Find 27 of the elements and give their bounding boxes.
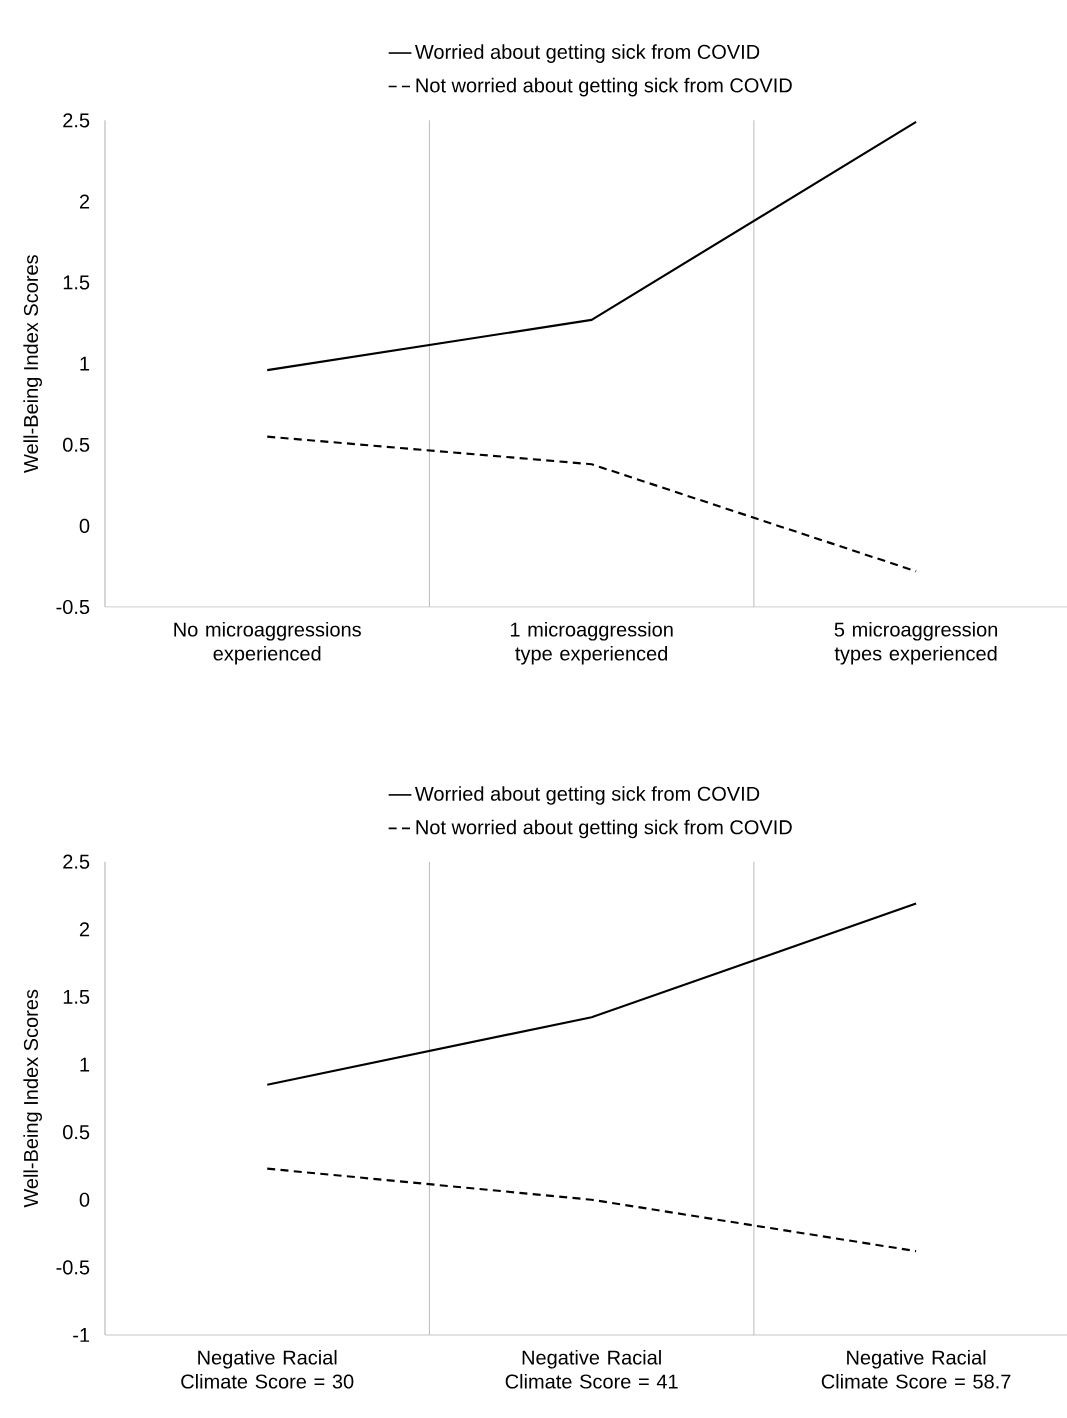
y-tick-label: 0.5 [63,1125,90,1140]
x-tick-label: 1 microaggression type experienced [510,621,673,665]
y-axis-title: Well-Being Index Scores [23,989,42,1208]
y-tick-label: 2.5 [63,113,90,128]
y-tick-label: 1.5 [63,989,90,1004]
x-tick-label: Negative Racial Climate Score = 30 [181,1349,354,1389]
x-tick-label: Negative Racial Climate Score = 41 [505,1349,678,1389]
y-tick-label: 0 [79,518,90,533]
y-axis-title: Well-Being Index Scores [23,255,42,473]
y-tick-label: 1 [80,1057,90,1072]
y-tick-label: -1 [73,1328,90,1342]
legend-label: Not worried about getting sick from COVID [416,77,792,97]
legend-label: Worried about getting sick from COVID [414,44,760,63]
y-tick-label: 0.5 [63,437,90,452]
y-tick-label: 0 [79,1192,90,1207]
y-tick-label: -0.5 [56,599,90,615]
y-tick-label: 1 [80,356,90,371]
legend-label: Worried about getting sick from COVID [414,786,760,805]
y-tick-label: 1.5 [63,275,90,290]
y-tick-label: -0.5 [56,1260,90,1275]
x-tick-label: Negative Racial Climate Score = 58.7 [821,1349,1011,1389]
legend-label: Not worried about getting sick from COVID [416,819,792,839]
y-tick-label: 2 [79,194,90,209]
x-tick-label: No microaggressions experienced [174,621,361,665]
y-tick-label: 2.5 [63,854,90,869]
x-tick-label: 5 microaggression types experienced [834,621,998,665]
y-tick-label: 2 [79,922,90,937]
